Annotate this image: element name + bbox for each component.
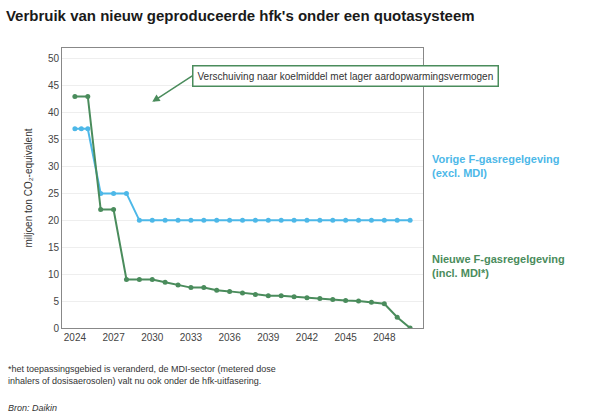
svg-text:50: 50 xyxy=(48,53,60,64)
svg-text:5: 5 xyxy=(53,296,59,307)
svg-text:2039: 2039 xyxy=(257,332,280,343)
svg-text:*het toepassingsgebied is vera: *het toepassingsgebied is veranderd, de … xyxy=(8,364,276,386)
svg-text:35: 35 xyxy=(48,134,60,145)
svg-text:40: 40 xyxy=(48,107,60,118)
svg-text:2048: 2048 xyxy=(373,332,396,343)
svg-text:Bron: Daikin: Bron: Daikin xyxy=(8,403,57,413)
svg-text:10: 10 xyxy=(48,269,60,280)
svg-text:30: 30 xyxy=(48,161,60,172)
svg-text:2030: 2030 xyxy=(141,332,164,343)
svg-text:2033: 2033 xyxy=(180,332,203,343)
svg-text:45: 45 xyxy=(48,80,60,91)
svg-text:2027: 2027 xyxy=(102,332,125,343)
svg-text:Verbruik van nieuw geproduceer: Verbruik van nieuw geproduceerde hfk's o… xyxy=(6,7,475,24)
svg-text:2036: 2036 xyxy=(218,332,241,343)
svg-text:2042: 2042 xyxy=(296,332,319,343)
svg-text:2024: 2024 xyxy=(64,332,87,343)
svg-text:Verschuiving naar koelmiddel m: Verschuiving naar koelmiddel met lager a… xyxy=(198,71,494,82)
svg-text:Vorige F-gasregelgeving(excl.: Vorige F-gasregelgeving(excl. MDI) xyxy=(432,153,560,179)
svg-text:0: 0 xyxy=(53,323,59,334)
svg-text:Nieuwe F-gasregelgeving(incl.: Nieuwe F-gasregelgeving(incl. MDI*) xyxy=(432,253,565,279)
svg-text:miljoen ton CO₂-equivalent: miljoen ton CO₂-equivalent xyxy=(23,128,34,247)
svg-text:15: 15 xyxy=(48,242,60,253)
svg-text:20: 20 xyxy=(48,215,60,226)
svg-text:2045: 2045 xyxy=(335,332,358,343)
svg-text:25: 25 xyxy=(48,188,60,199)
